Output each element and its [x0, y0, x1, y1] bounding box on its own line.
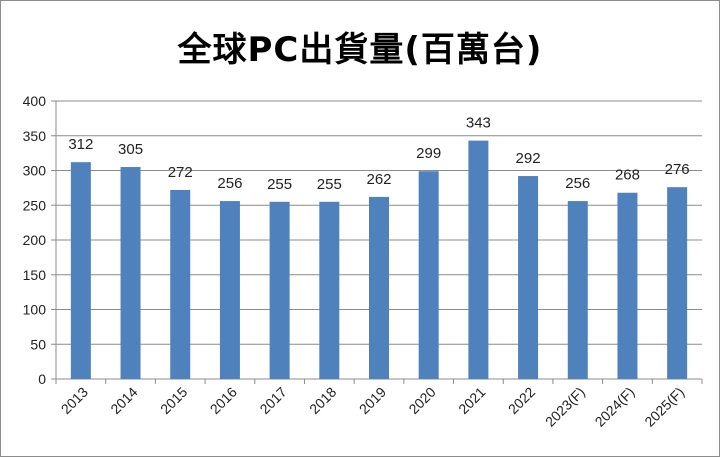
bar [518, 176, 539, 379]
x-tick-label: 2021 [455, 384, 488, 417]
bar [617, 192, 638, 379]
y-tick-label: 400 [23, 93, 47, 109]
data-label: 255 [267, 176, 292, 193]
y-tick-label: 250 [23, 197, 47, 213]
x-tick-label: 2013 [58, 384, 91, 417]
x-axis-ticks: 2013 2014 2015 2016 2017 2018 2019 2020 2021 2022… [55, 379, 703, 430]
data-label: 256 [565, 175, 590, 192]
bar [369, 196, 389, 379]
bar [667, 187, 688, 379]
x-tick-label: 2022 [505, 384, 538, 417]
y-tick-label: 100 [23, 302, 47, 318]
data-label: 299 [416, 145, 441, 162]
bar [269, 201, 290, 379]
chart-title: 全球PC出貨量(百萬台) [177, 30, 543, 70]
data-label: 255 [317, 176, 342, 193]
bar [468, 140, 489, 379]
x-tick-label: 2017 [256, 384, 289, 417]
data-label: 268 [615, 167, 640, 184]
x-tick-label: 2023(F) [542, 384, 588, 430]
bar [567, 201, 588, 379]
y-tick-label: 350 [23, 128, 47, 144]
y-axis-ticks: 0 50 100 150 200 250 300 350 400 [23, 93, 56, 387]
bar [418, 171, 439, 379]
bar [170, 189, 191, 379]
data-label: 276 [665, 161, 690, 178]
data-label: 312 [68, 136, 93, 153]
bar [319, 201, 340, 379]
y-tick-label: 0 [38, 371, 46, 387]
y-tick-label: 150 [23, 267, 47, 283]
x-tick-label: 2016 [207, 384, 240, 417]
x-tick-label: 2015 [157, 384, 190, 417]
data-label: 292 [516, 150, 541, 167]
bar [120, 167, 141, 379]
data-label: 272 [168, 164, 193, 181]
data-label: 262 [366, 171, 391, 188]
y-tick-label: 50 [30, 336, 46, 352]
x-tick-label: 2019 [356, 384, 389, 417]
x-tick-label: 2014 [107, 384, 140, 417]
x-tick-label: 2025(F) [641, 384, 687, 430]
x-tick-label: 2020 [405, 384, 438, 417]
data-label: 343 [466, 115, 491, 132]
bar [219, 201, 240, 379]
data-labels: 312 305 272 256 255 255 262 299 343 292 256 268 276 [68, 115, 689, 193]
bars [70, 140, 688, 379]
x-tick-label: 2024(F) [592, 384, 638, 430]
y-tick-label: 200 [23, 232, 47, 248]
data-label: 305 [118, 141, 143, 158]
bar [70, 162, 91, 379]
y-tick-label: 300 [23, 163, 47, 179]
x-tick-label: 2018 [306, 384, 339, 417]
data-label: 256 [217, 175, 242, 192]
